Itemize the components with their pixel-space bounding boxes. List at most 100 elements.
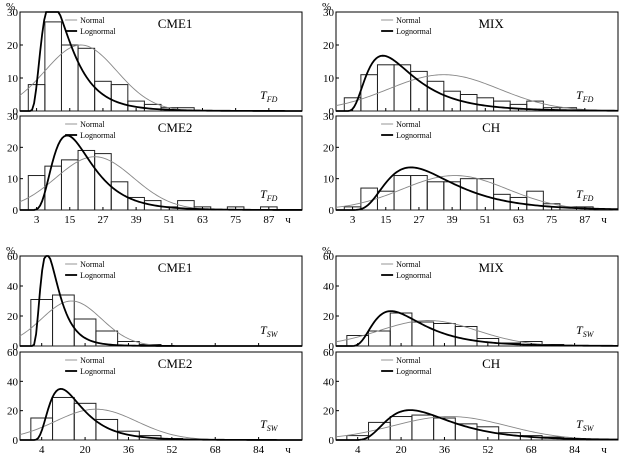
parameter-main: T	[576, 323, 584, 337]
x-tick-label: 15	[380, 214, 392, 226]
histogram-bar	[44, 21, 62, 112]
parameter-subscript: FD	[582, 194, 594, 203]
y-tick-label: 20	[7, 406, 19, 418]
x-unit-label: ч	[285, 444, 291, 456]
panel-title: CME1	[158, 260, 193, 275]
histogram-bar	[110, 84, 129, 112]
legend-lognormal-label: Lognormal	[396, 367, 432, 376]
panel-tsw-cme1: 0 20 40 60% CME1 Normal Lognormal TSW	[6, 245, 303, 353]
histogram-bar	[389, 416, 413, 441]
x-tick-label: 63	[513, 214, 525, 226]
y-tick-label: 40	[7, 376, 19, 388]
panel-tfd-cme2: 0 10 20 30 3 15 27 39 51 63 75 87 ч CME2 Normal Lognorm…	[7, 111, 303, 226]
x-tick-label: 27	[413, 214, 425, 226]
histogram-bar	[77, 47, 96, 112]
histogram-bar	[360, 74, 378, 112]
parameter-subscript: FD	[266, 95, 278, 104]
lognormal-curve	[20, 387, 302, 441]
histogram-bar	[426, 181, 445, 211]
histogram-bar	[30, 299, 54, 347]
normal-curve	[335, 416, 619, 441]
x-tick-label: 3	[350, 214, 356, 226]
x-unit-label: ч	[601, 444, 607, 456]
x-tick-label: 20	[80, 444, 92, 456]
parameter-main: T	[260, 323, 268, 337]
y-tick-label: 40	[7, 281, 19, 293]
y-tick-label: 20	[323, 311, 335, 323]
legend-normal-label: Normal	[80, 16, 105, 25]
y-tick-label: 0	[13, 205, 19, 217]
y-tick-label: 20	[7, 40, 19, 52]
panel-title: CME2	[158, 120, 193, 135]
y-tick-label: 0	[329, 435, 335, 447]
x-tick-label: 36	[439, 444, 451, 456]
panel-title: CH	[482, 120, 500, 135]
histogram-bar	[94, 153, 112, 211]
lognormal-curve	[336, 310, 619, 347]
y-tick-label: 10	[7, 73, 19, 85]
histogram-bar	[177, 200, 195, 211]
parameter-label: TSW	[260, 323, 279, 339]
histogram-bar	[52, 396, 75, 441]
x-tick-label: 84	[569, 444, 581, 456]
x-tick-label: 51	[480, 214, 491, 226]
legend-lognormal-label: Lognormal	[80, 271, 116, 280]
x-tick-label: 20	[396, 444, 408, 456]
histogram-bar	[459, 178, 478, 211]
histogram-bar	[143, 200, 162, 211]
histogram-bar	[526, 100, 544, 112]
legend-normal-label: Normal	[80, 120, 105, 129]
histogram-bar	[110, 181, 129, 211]
y-tick-label: 0	[13, 435, 19, 447]
x-tick-label: 4	[355, 444, 361, 456]
y-tick-label: 20	[7, 311, 19, 323]
legend-normal-label: Normal	[396, 260, 421, 269]
histogram-bar	[94, 80, 112, 112]
histogram-bar	[433, 323, 456, 347]
y-tick-label: 30	[7, 111, 19, 123]
x-tick-label: 68	[210, 444, 222, 456]
y-tick-label: 0	[13, 106, 19, 118]
x-tick-label: 4	[39, 444, 45, 456]
x-tick-label: 63	[197, 214, 209, 226]
y-axis-label: %	[322, 245, 331, 257]
parameter-main: T	[260, 417, 268, 431]
legend-lognormal-label: Lognormal	[80, 131, 116, 140]
y-tick-label: 60	[7, 347, 19, 359]
histogram-bar	[411, 321, 435, 347]
panel-tfd-mix: 0 10 20 30% MIX Normal Lognormal TFD	[322, 1, 619, 118]
parameter-label: TFD	[260, 187, 278, 203]
parameter-main: T	[576, 417, 584, 431]
panel-tfd-cme1: 0 10 20 30% CME1 Normal Lognormal TFD	[6, 1, 303, 118]
histogram-bar	[44, 165, 62, 211]
parameter-subscript: SW	[267, 424, 279, 433]
y-tick-label: 20	[323, 142, 335, 154]
panel-tsw-cme2: 0 20 40 60 4 20 36 52 68 84 ч CME2 Normal Lognormal TS…	[7, 347, 303, 456]
histogram-bar	[526, 190, 544, 211]
y-tick-label: 0	[13, 341, 19, 353]
parameter-subscript: SW	[267, 330, 279, 339]
parameter-subscript: FD	[266, 194, 278, 203]
legend-normal-label: Normal	[80, 356, 105, 365]
y-tick-label: 30	[323, 111, 335, 123]
x-tick-label: 68	[526, 444, 538, 456]
y-axis-label: %	[322, 1, 331, 13]
y-tick-label: 0	[329, 106, 335, 118]
y-tick-label: 60	[323, 251, 335, 263]
x-tick-label: 15	[64, 214, 76, 226]
x-tick-label: 84	[253, 444, 265, 456]
parameter-label: TFD	[260, 88, 278, 104]
x-unit-label: ч	[601, 214, 607, 226]
histogram-bar	[95, 418, 119, 441]
histogram-bar	[95, 330, 119, 347]
y-tick-label: 60	[7, 251, 19, 263]
parameter-main: T	[576, 187, 584, 201]
parameter-subscript: FD	[582, 95, 594, 104]
histogram-bar	[73, 402, 97, 441]
panel-title: MIX	[478, 16, 504, 31]
normal-curve	[335, 74, 619, 112]
parameter-main: T	[260, 88, 268, 102]
parameter-label: TSW	[260, 417, 279, 433]
legend-lognormal-label: Lognormal	[80, 27, 116, 36]
